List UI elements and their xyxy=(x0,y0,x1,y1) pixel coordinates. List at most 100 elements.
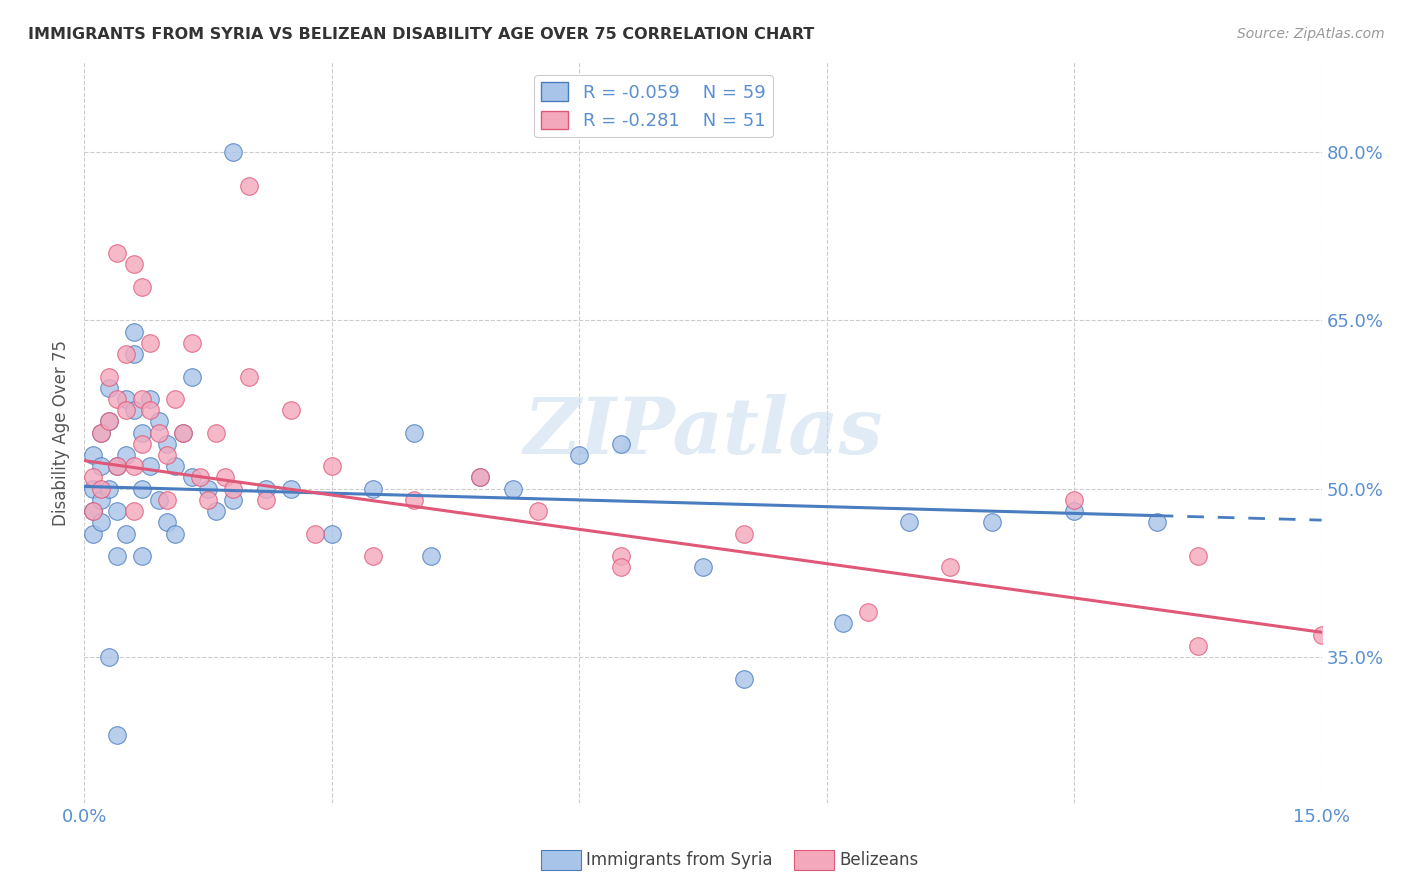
Point xyxy=(1063,492,1085,507)
Point xyxy=(114,403,136,417)
Point xyxy=(122,347,145,361)
Point xyxy=(105,459,128,474)
Point xyxy=(254,492,277,507)
Point xyxy=(105,504,128,518)
Point xyxy=(1063,504,1085,518)
Text: Source: ZipAtlas.com: Source: ZipAtlas.com xyxy=(1237,27,1385,41)
Point xyxy=(222,145,245,160)
Point xyxy=(238,369,260,384)
Point xyxy=(165,526,187,541)
Point xyxy=(692,560,714,574)
Point xyxy=(131,425,153,440)
Point xyxy=(156,448,179,462)
Point xyxy=(939,560,962,574)
Point xyxy=(139,335,162,350)
Point xyxy=(502,482,524,496)
Point xyxy=(131,280,153,294)
Point xyxy=(156,516,179,530)
Point xyxy=(1187,639,1209,653)
Text: IMMIGRANTS FROM SYRIA VS BELIZEAN DISABILITY AGE OVER 75 CORRELATION CHART: IMMIGRANTS FROM SYRIA VS BELIZEAN DISABI… xyxy=(28,27,814,42)
Point xyxy=(82,448,104,462)
Point xyxy=(122,504,145,518)
Point xyxy=(90,425,112,440)
Point xyxy=(361,482,384,496)
Point xyxy=(898,516,921,530)
Point xyxy=(90,492,112,507)
Point xyxy=(156,492,179,507)
Point xyxy=(98,414,121,428)
Point xyxy=(180,470,202,484)
Point xyxy=(980,516,1002,530)
Point xyxy=(304,526,326,541)
Point xyxy=(82,470,104,484)
Point xyxy=(733,526,755,541)
Point xyxy=(90,516,112,530)
Point xyxy=(105,549,128,563)
Point xyxy=(527,504,550,518)
Point xyxy=(1187,549,1209,563)
Point xyxy=(90,459,112,474)
Point xyxy=(222,492,245,507)
Point xyxy=(122,459,145,474)
Point xyxy=(98,414,121,428)
Point xyxy=(131,437,153,451)
Point xyxy=(156,437,179,451)
Text: ZIPatlas: ZIPatlas xyxy=(523,394,883,471)
Point xyxy=(188,470,211,484)
Point xyxy=(280,403,302,417)
Point xyxy=(609,437,631,451)
Point xyxy=(122,403,145,417)
Point xyxy=(105,459,128,474)
Point xyxy=(609,549,631,563)
Point xyxy=(180,335,202,350)
Point xyxy=(98,369,121,384)
Point xyxy=(165,459,187,474)
Point xyxy=(82,504,104,518)
Point xyxy=(404,492,426,507)
Y-axis label: Disability Age Over 75: Disability Age Over 75 xyxy=(52,340,70,525)
Point xyxy=(98,482,121,496)
Point xyxy=(139,392,162,406)
Point xyxy=(205,425,228,440)
Point xyxy=(222,482,245,496)
Point xyxy=(105,246,128,260)
Point xyxy=(321,526,343,541)
Point xyxy=(114,347,136,361)
Point xyxy=(321,459,343,474)
Point xyxy=(82,504,104,518)
Point xyxy=(197,482,219,496)
Point xyxy=(114,392,136,406)
Text: Belizeans: Belizeans xyxy=(839,851,918,869)
Point xyxy=(82,526,104,541)
Point xyxy=(131,549,153,563)
Point xyxy=(238,178,260,193)
Point xyxy=(280,482,302,496)
Point xyxy=(98,650,121,665)
Point xyxy=(105,729,128,743)
Point xyxy=(404,425,426,440)
Point xyxy=(609,560,631,574)
Point xyxy=(832,616,855,631)
Point xyxy=(131,482,153,496)
Point xyxy=(139,459,162,474)
Point xyxy=(172,425,194,440)
Point xyxy=(419,549,441,563)
Point xyxy=(180,369,202,384)
Text: Immigrants from Syria: Immigrants from Syria xyxy=(586,851,773,869)
Point xyxy=(139,403,162,417)
Point xyxy=(470,470,492,484)
Point xyxy=(105,392,128,406)
Point xyxy=(148,425,170,440)
Point xyxy=(148,492,170,507)
Point xyxy=(122,325,145,339)
Point xyxy=(131,392,153,406)
Point xyxy=(733,673,755,687)
Point xyxy=(856,605,879,619)
Point xyxy=(254,482,277,496)
Point xyxy=(122,257,145,271)
Legend: R = -0.059    N = 59, R = -0.281    N = 51: R = -0.059 N = 59, R = -0.281 N = 51 xyxy=(534,75,773,137)
Point xyxy=(114,448,136,462)
Point xyxy=(90,482,112,496)
Point xyxy=(1310,627,1333,641)
Point xyxy=(568,448,591,462)
